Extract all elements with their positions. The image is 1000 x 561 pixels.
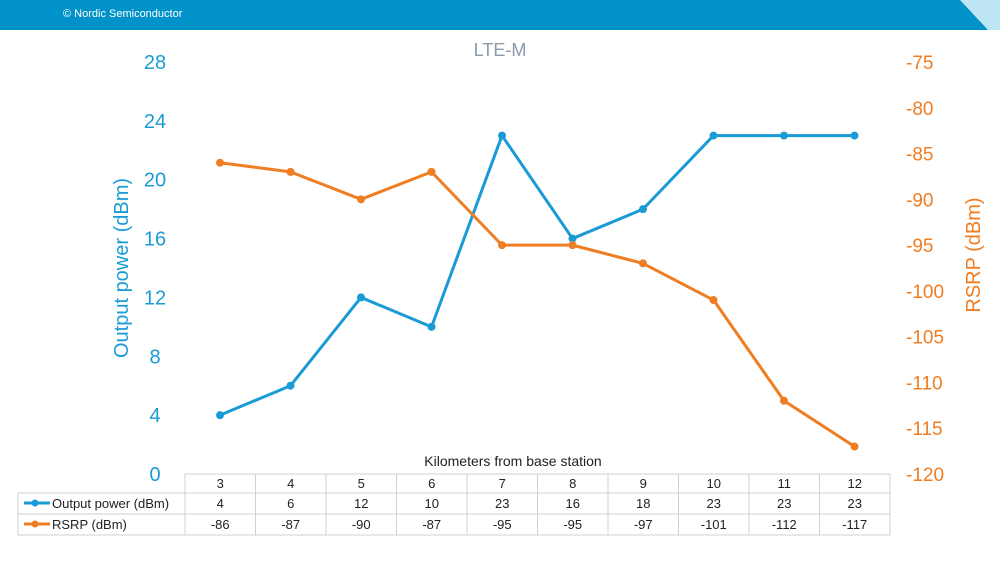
- data-label: 23: [707, 496, 721, 511]
- legend-point-marker: [31, 499, 39, 507]
- data-label: -87: [422, 517, 441, 532]
- y2-tick-label: -120: [906, 465, 944, 486]
- data-label: 23: [777, 496, 791, 511]
- data-point: [286, 381, 295, 390]
- data-point: [850, 442, 859, 451]
- data-label: -95: [493, 517, 512, 532]
- y-tick-label: 4: [149, 405, 160, 427]
- data-label: -112: [772, 517, 797, 532]
- x-tick-label: 3: [217, 476, 224, 491]
- y2-tick-label: -90: [906, 190, 933, 211]
- data-point: [216, 411, 224, 420]
- data-point: [780, 396, 788, 405]
- y-tick-label: 20: [144, 170, 166, 192]
- data-point: [709, 296, 718, 305]
- y-tick-label: 24: [144, 111, 166, 133]
- data-point: [357, 293, 365, 302]
- y2-tick-label: -85: [906, 145, 933, 166]
- x-tick-label: 9: [640, 476, 647, 491]
- data-label: 10: [425, 496, 439, 511]
- y-tick-label: 16: [144, 229, 166, 251]
- x-tick-label: 12: [848, 476, 862, 491]
- chart-title: LTE-M: [474, 40, 527, 60]
- data-label: 12: [354, 496, 368, 511]
- data-label: -87: [281, 517, 300, 532]
- data-point: [709, 131, 718, 140]
- data-label: 23: [848, 496, 862, 511]
- legend-label: RSRP (dBm): [52, 517, 127, 532]
- x-axis-title: Kilometers from base station: [424, 453, 601, 469]
- data-label: -117: [842, 517, 867, 532]
- data-point: [639, 259, 647, 268]
- x-tick-label: 10: [707, 476, 721, 491]
- data-label: -86: [211, 517, 230, 532]
- y2-tick-label: -80: [906, 99, 933, 120]
- y2-axis-title: RSRP (dBm): [963, 197, 985, 312]
- series-line: [219, 134, 855, 417]
- data-point: [427, 167, 436, 176]
- data-point: [357, 195, 365, 204]
- data-label: -95: [563, 517, 582, 532]
- y2-axis-ticks: -75 -80 -85 -90 -95 -100 -105 -110 -115 -120: [906, 53, 944, 486]
- y2-tick-label: -110: [906, 373, 943, 394]
- y-tick-label: 0: [149, 464, 160, 486]
- y2-tick-label: -105: [906, 328, 944, 349]
- y2-tick-label: -115: [906, 419, 943, 440]
- data-table: 3 4 5 6 7 8 9 10 11 12 Output power (dBm) 4 6 12 10 23 1…: [17, 473, 891, 536]
- y2-tick-label: -100: [906, 282, 944, 303]
- data-label: 4: [217, 496, 224, 511]
- y-tick-label: 8: [149, 346, 160, 368]
- x-tick-label: 6: [428, 476, 435, 491]
- x-tick-label: 4: [287, 476, 294, 491]
- data-label: -101: [701, 517, 727, 532]
- y-tick-label: 12: [144, 287, 166, 309]
- data-point: [780, 131, 788, 140]
- y2-tick-label: -75: [906, 53, 933, 74]
- data-label: 16: [566, 496, 580, 511]
- series-line: [219, 161, 856, 448]
- data-label: 18: [636, 496, 650, 511]
- x-tick-label: 8: [569, 476, 576, 491]
- data-point: [568, 241, 577, 250]
- data-point: [216, 158, 224, 167]
- series-lines: [216, 131, 859, 451]
- y-axis-ticks: 0 4 8 12 16 20 24 28: [144, 52, 166, 486]
- x-tick-label: 5: [358, 476, 365, 491]
- data-point: [286, 167, 295, 176]
- x-tick-label: 11: [778, 476, 792, 491]
- y-tick-label: 28: [144, 52, 166, 74]
- data-point: [427, 322, 436, 331]
- legend-label: Output power (dBm): [52, 496, 169, 511]
- data-point: [639, 205, 647, 214]
- data-label: 6: [287, 496, 294, 511]
- data-label: -90: [352, 517, 371, 532]
- header-bar: © Nordic Semiconductor: [0, 0, 1000, 30]
- y-axis-title: Output power (dBm): [111, 178, 133, 358]
- data-point: [568, 234, 577, 243]
- copyright-text: © Nordic Semiconductor: [63, 8, 183, 20]
- data-point: [498, 241, 506, 250]
- data-point: [498, 131, 506, 140]
- legend-point-marker: [31, 520, 39, 528]
- x-tick-label: 7: [499, 476, 506, 491]
- data-label: 23: [495, 496, 509, 511]
- data-label: -97: [634, 517, 653, 532]
- data-point: [850, 131, 859, 140]
- y2-tick-label: -95: [906, 236, 933, 257]
